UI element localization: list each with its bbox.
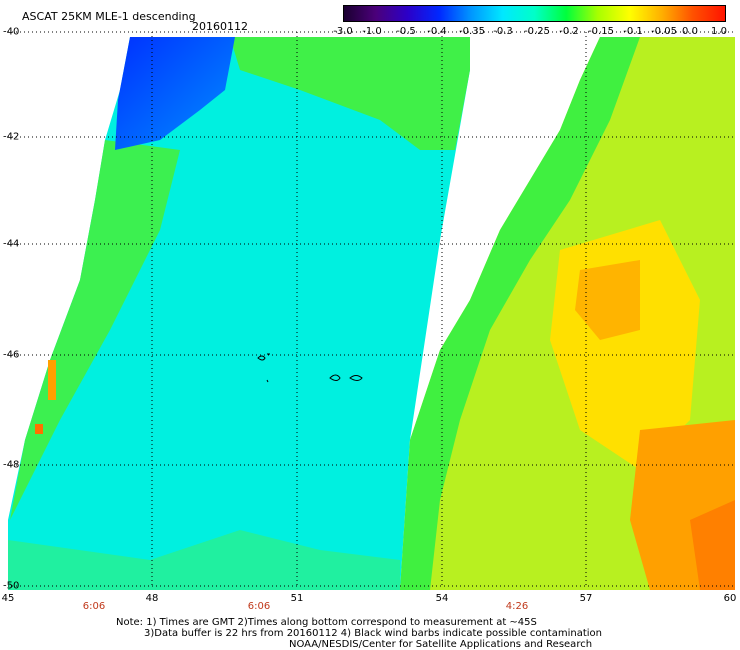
graticule (8, 31, 735, 587)
map-date: 20160112 (192, 20, 248, 33)
lon-label-5: 60 (723, 593, 737, 604)
colorbar-label-11: 0.0 (682, 26, 698, 37)
lat-label-1: -42 (3, 131, 20, 143)
left-swath-green-west (10, 140, 180, 520)
left-swath-green-south (8, 530, 400, 590)
colorbar-label-12: 1.0 (711, 26, 727, 37)
orange-patch-1 (575, 260, 640, 340)
colorbar (343, 5, 726, 22)
lat-label-3: -46 (3, 349, 20, 361)
left-swath-green-north (230, 37, 470, 150)
lon-label-2: 51 (290, 593, 304, 604)
colorbar-label-2: -0.5 (396, 26, 416, 37)
note-line-3: NOAA/NESDIS/Center for Satellite Applica… (289, 639, 593, 650)
orange-speck (48, 360, 56, 400)
lat-label-4: -48 (3, 459, 20, 471)
time-label-1: 6:06 (247, 601, 271, 612)
lon-label-0: 45 (1, 593, 15, 604)
colorbar-label-0: -3.0 (333, 26, 353, 37)
map-title: ASCAT 25KM MLE-1 descending (22, 10, 196, 23)
lon-label-1: 48 (145, 593, 159, 604)
island-contours (257, 353, 363, 383)
blue-patch (115, 37, 235, 150)
lat-label-5: -50 (3, 580, 20, 592)
lat-label-0: -40 (3, 26, 20, 38)
orange-patch-3 (690, 500, 735, 590)
time-label-0: 6:06 (82, 601, 106, 612)
lon-label-3: 54 (435, 593, 449, 604)
note-line-2: 3)Data buffer is 22 hrs from 20160112 4)… (144, 628, 602, 639)
right-swath-green-edge (400, 37, 640, 590)
time-label-2: 4:26 (505, 601, 529, 612)
orange-speck-2 (35, 424, 43, 434)
lat-label-2: -44 (3, 238, 20, 250)
colorbar-gradient (344, 6, 725, 21)
note-line-1: Note: 1) Times are GMT 2)Times along bot… (116, 617, 537, 628)
colorbar-label-5: -0.3 (493, 26, 513, 37)
lon-label-4: 57 (579, 593, 593, 604)
